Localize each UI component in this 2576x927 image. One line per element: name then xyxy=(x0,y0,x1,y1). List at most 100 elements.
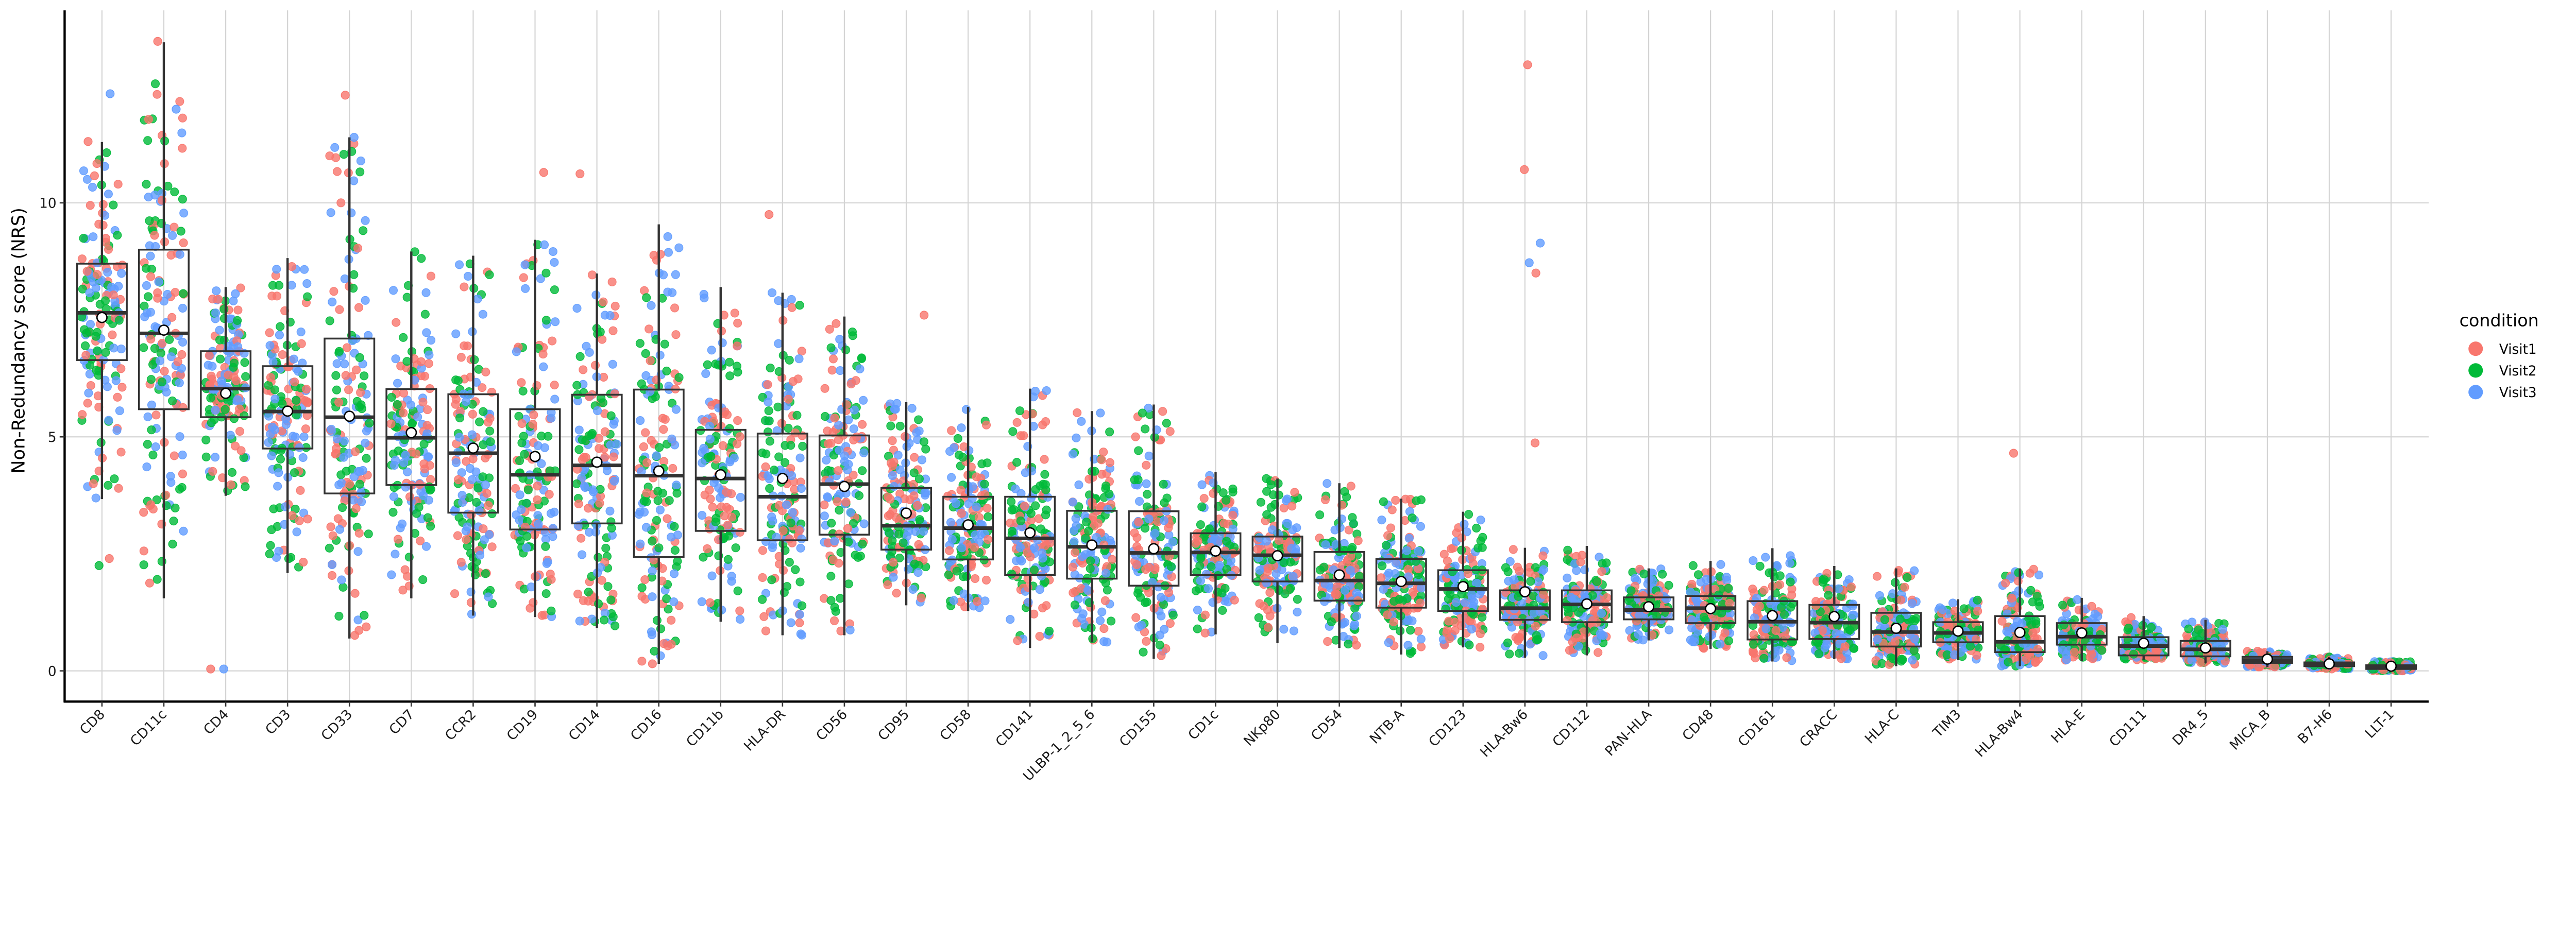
point-visit2 xyxy=(101,348,110,357)
point-visit1 xyxy=(299,558,308,567)
point-visit1 xyxy=(846,380,856,389)
point-visit1 xyxy=(843,524,852,533)
point-visit3 xyxy=(327,424,336,434)
point-visit1 xyxy=(416,536,425,545)
point-visit2 xyxy=(984,512,993,521)
point-visit2 xyxy=(423,513,432,522)
point-visit3 xyxy=(605,506,615,516)
point-visit3 xyxy=(292,527,301,537)
point-visit3 xyxy=(1096,408,1105,418)
point-visit3 xyxy=(1071,514,1080,523)
point-visit3 xyxy=(326,208,335,217)
point-visit2 xyxy=(844,579,853,589)
point-visit2 xyxy=(227,468,237,477)
point-visit2 xyxy=(2032,592,2042,601)
point-visit2 xyxy=(1903,573,1912,582)
point-visit2 xyxy=(572,381,582,390)
point-visit3 xyxy=(88,183,97,192)
point-visit2 xyxy=(723,555,733,564)
point-visit3 xyxy=(907,404,917,413)
point-visit1 xyxy=(1099,624,1109,633)
point-visit1 xyxy=(104,245,113,254)
point-visit2 xyxy=(766,364,775,373)
point-visit2 xyxy=(848,328,857,337)
point-visit3 xyxy=(457,491,467,500)
point-visit2 xyxy=(143,136,152,145)
point-visit2 xyxy=(267,525,276,535)
point-visit1 xyxy=(533,482,542,491)
point-visit2 xyxy=(1015,406,1025,416)
point-visit3 xyxy=(299,432,309,441)
point-visit3 xyxy=(671,270,680,279)
point-visit3 xyxy=(1069,526,1079,535)
point-visit3 xyxy=(911,527,920,536)
point-visit2 xyxy=(541,589,551,598)
point-visit2 xyxy=(84,327,94,336)
point-visit3 xyxy=(178,303,188,313)
point-visit2 xyxy=(1849,644,1858,653)
point-visit3 xyxy=(795,610,804,619)
point-visit2 xyxy=(919,437,928,447)
point-visit1 xyxy=(971,574,980,583)
point-visit2 xyxy=(836,594,845,603)
point-visit1 xyxy=(2007,593,2016,603)
point-visit2 xyxy=(2035,602,2044,611)
point-visit1 xyxy=(167,313,177,322)
point-visit2 xyxy=(336,470,346,479)
point-visit2 xyxy=(1286,557,1295,566)
point-visit1 xyxy=(1654,591,1663,600)
point-visit1 xyxy=(526,604,535,613)
point-visit3 xyxy=(104,190,113,199)
point-visit1 xyxy=(1443,556,1452,565)
point-visit3 xyxy=(208,362,217,371)
point-visit2 xyxy=(635,339,645,348)
point-visit2 xyxy=(1563,545,1572,555)
point-visit1 xyxy=(1749,648,1758,657)
point-visit2 xyxy=(1143,490,1152,499)
point-visit1 xyxy=(170,451,179,460)
point-visit2 xyxy=(1402,594,1412,603)
point-visit2 xyxy=(655,443,664,452)
point-visit3 xyxy=(1539,565,1548,574)
point-visit2 xyxy=(144,292,153,301)
point-visit3 xyxy=(328,560,337,570)
point-visit3 xyxy=(467,475,477,484)
point-visit2 xyxy=(1138,408,1147,418)
point-visit2 xyxy=(599,615,609,625)
point-visit3 xyxy=(289,354,298,364)
point-visit2 xyxy=(481,569,490,578)
point-visit3 xyxy=(401,451,410,460)
point-visit2 xyxy=(1007,497,1016,506)
point-visit3 xyxy=(1451,598,1461,607)
point-visit3 xyxy=(946,518,955,527)
point-visit2 xyxy=(1134,446,1143,455)
point-visit3 xyxy=(636,539,645,548)
point-visit3 xyxy=(484,530,494,539)
point-visit3 xyxy=(1289,626,1298,636)
point-visit2 xyxy=(2014,568,2023,577)
point-visit1 xyxy=(303,397,312,406)
point-visit1 xyxy=(460,341,469,351)
point-visit2 xyxy=(1724,583,1733,593)
point-visit2 xyxy=(761,416,770,425)
point-visit1 xyxy=(1263,623,1273,632)
point-visit1 xyxy=(584,504,593,513)
point-visit2 xyxy=(290,468,299,477)
point-visit2 xyxy=(1191,586,1201,595)
point-visit1 xyxy=(392,318,401,327)
point-visit3 xyxy=(1070,537,1079,546)
point-visit3 xyxy=(727,572,736,581)
point-visit2 xyxy=(515,456,524,466)
point-visit3 xyxy=(921,488,930,497)
point-visit3 xyxy=(707,571,717,580)
point-visit2 xyxy=(487,509,497,519)
point-visit3 xyxy=(1095,616,1105,625)
point-visit3 xyxy=(1156,593,1166,602)
point-visit1 xyxy=(784,394,793,404)
point-visit3 xyxy=(154,277,163,286)
point-visit3 xyxy=(1631,574,1640,583)
point-visit2 xyxy=(1084,526,1093,536)
point-visit2 xyxy=(168,539,177,549)
point-visit2 xyxy=(325,316,334,325)
point-visit3 xyxy=(537,459,546,468)
